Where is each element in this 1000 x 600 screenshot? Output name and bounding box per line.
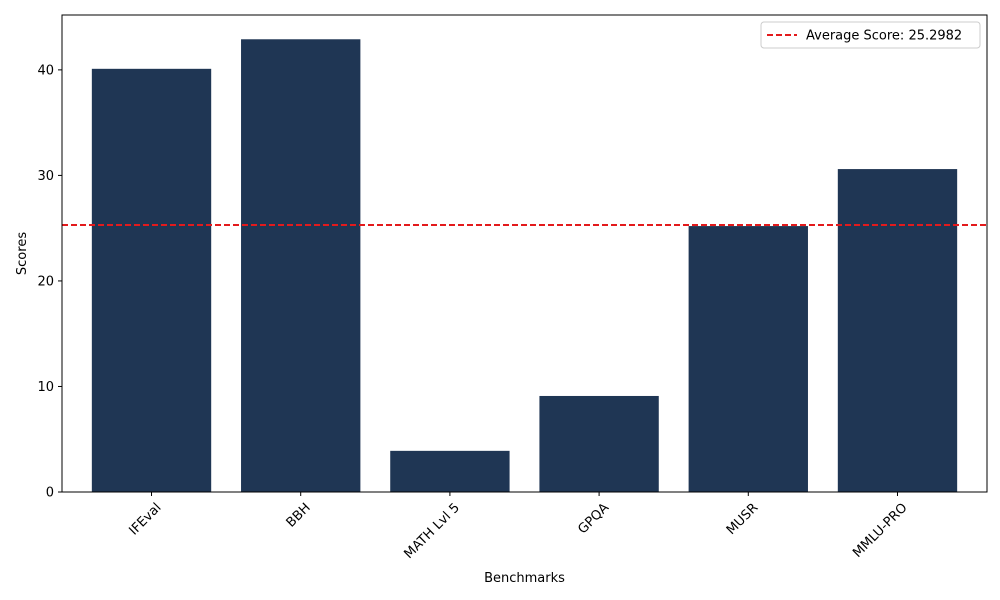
plot-frame bbox=[61, 14, 988, 493]
bar-mmlu-pro bbox=[837, 169, 958, 492]
x-axis-ticks: IFEval BBH MATH Lvl 5 GPQA MUSR MMLU-PRO bbox=[127, 492, 911, 562]
x-axis-title: Benchmarks bbox=[484, 571, 565, 586]
x-tick-label-ifeval: IFEval bbox=[127, 500, 165, 538]
legend: Average Score: 25.2982 bbox=[760, 21, 981, 49]
bar-gpqa bbox=[539, 395, 659, 492]
legend-label-average-score: Average Score: 25.2982 bbox=[806, 29, 962, 44]
bar-ifeval bbox=[91, 68, 212, 492]
bar-musr bbox=[688, 226, 808, 492]
x-tick-label-math-lvl-5: MATH Lvl 5 bbox=[402, 500, 463, 561]
y-axis-title: Scores bbox=[15, 232, 30, 275]
y-tick-label: 10 bbox=[37, 380, 54, 395]
bar-math-lvl-5 bbox=[390, 450, 510, 492]
x-tick-label-gpqa: GPQA bbox=[575, 500, 612, 537]
y-tick-label: 20 bbox=[37, 274, 54, 289]
y-axis-ticks: 0 10 20 30 40 bbox=[37, 63, 62, 501]
bars-group bbox=[91, 39, 958, 492]
bar-bbh bbox=[241, 39, 361, 492]
x-tick-label-musr: MUSR bbox=[724, 500, 761, 537]
y-tick-label: 30 bbox=[37, 169, 54, 184]
legend-box bbox=[760, 21, 981, 49]
x-tick-label-mmlu-pro: MMLU-PRO bbox=[850, 500, 910, 560]
x-tick-label-bbh: BBH bbox=[284, 500, 314, 530]
y-tick-label: 0 bbox=[46, 486, 54, 501]
y-tick-label: 40 bbox=[37, 63, 54, 78]
